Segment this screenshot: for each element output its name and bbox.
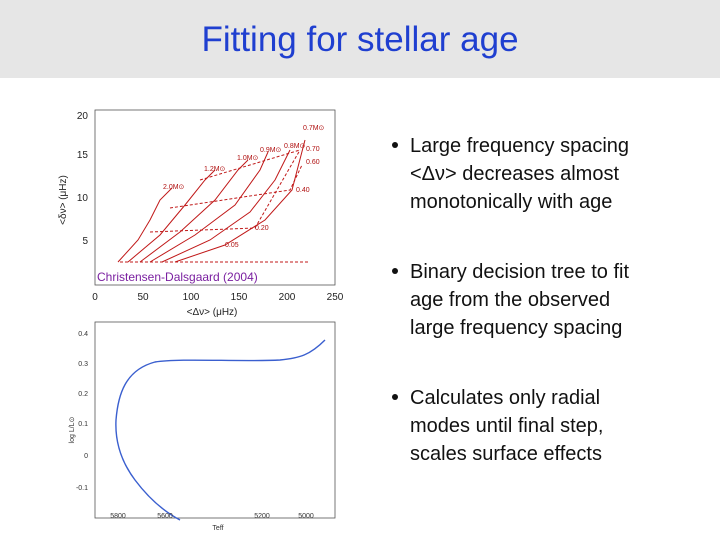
x-tick-label: 250 — [327, 292, 344, 303]
x-tick-label: 5600 — [157, 513, 173, 520]
plot-frame — [94, 109, 336, 286]
bullet-list: Large frequency spacing <Δν> decreases a… — [392, 135, 629, 465]
y-tick-label: 10 — [77, 193, 89, 204]
x-tick-label: 5200 — [254, 513, 270, 520]
x-tick-label: 0 — [92, 292, 98, 303]
bullet-text: Calculates only radial — [410, 387, 600, 409]
plot-frame — [94, 321, 336, 519]
x-axis-label: Teff — [212, 525, 223, 532]
x-tick-label: 100 — [183, 292, 200, 303]
x-tick-label: 50 — [137, 292, 149, 303]
x-tick-label: 200 — [279, 292, 296, 303]
y-axis-label: log L/L⊙ — [69, 417, 76, 444]
bullet-text: Large frequency spacing — [410, 135, 629, 157]
x-tick-label: 150 — [231, 292, 248, 303]
y-tick-label: -0.1 — [76, 485, 88, 492]
bullet-text: age from the observed — [410, 289, 610, 311]
age-label: 0.20 — [255, 225, 269, 232]
top-plot: 0 50 100 150 200 250 5 10 15 20 <Δν> (μH… — [58, 109, 344, 318]
bullet-dot — [392, 142, 398, 148]
bullet-text: large frequency spacing — [410, 317, 622, 339]
bullet-text: scales surface effects — [410, 443, 602, 465]
y-tick-label: 0.2 — [78, 391, 88, 398]
bullet-dot — [392, 394, 398, 400]
title-bar — [0, 0, 720, 78]
y-tick-label: 0.1 — [78, 421, 88, 428]
y-axis-label: <δν> (μHz) — [58, 175, 69, 225]
age-label: 0.05 — [225, 242, 239, 249]
bottom-plot: 0.4 0.3 0.2 0.1 0 -0.1 5800 5600 5200 50… — [69, 321, 336, 532]
bullet-dot — [392, 268, 398, 274]
y-tick-label: 20 — [77, 111, 89, 122]
track-lines — [117, 139, 310, 263]
mass-label: 0.7M⊙ — [303, 125, 324, 132]
age-label: 0.70 — [306, 146, 320, 153]
y-tick-label: 5 — [82, 236, 88, 247]
caption: Christensen-Dalsgaard (2004) — [97, 270, 258, 284]
bullet-text: modes until final step, — [410, 415, 603, 437]
y-tick-label: 0 — [84, 453, 88, 460]
age-label: 0.40 — [296, 187, 310, 194]
mass-label: 0.9M⊙ — [260, 147, 281, 154]
bullet-text: <Δν> decreases almost — [410, 163, 619, 185]
age-label: 0.60 — [306, 159, 320, 166]
x-axis-label: <Δν> (μHz) — [187, 307, 238, 318]
y-tick-label: 0.4 — [78, 331, 88, 338]
x-tick-label: 5000 — [298, 513, 314, 520]
bullet-text: Binary decision tree to fit — [410, 261, 629, 283]
mass-label: 0.8M⊙ — [284, 143, 305, 150]
evolution-track — [115, 339, 326, 521]
y-tick-label: 15 — [77, 150, 89, 161]
slide-title: Fitting for stellar age — [201, 20, 518, 59]
mass-label: 1.0M⊙ — [237, 155, 258, 162]
mass-label: 2.0M⊙ — [163, 184, 184, 191]
y-tick-label: 0.3 — [78, 361, 88, 368]
bullet-text: monotonically with age — [410, 191, 612, 213]
x-tick-label: 5800 — [110, 513, 126, 520]
mass-label: 1.2M⊙ — [204, 166, 225, 173]
